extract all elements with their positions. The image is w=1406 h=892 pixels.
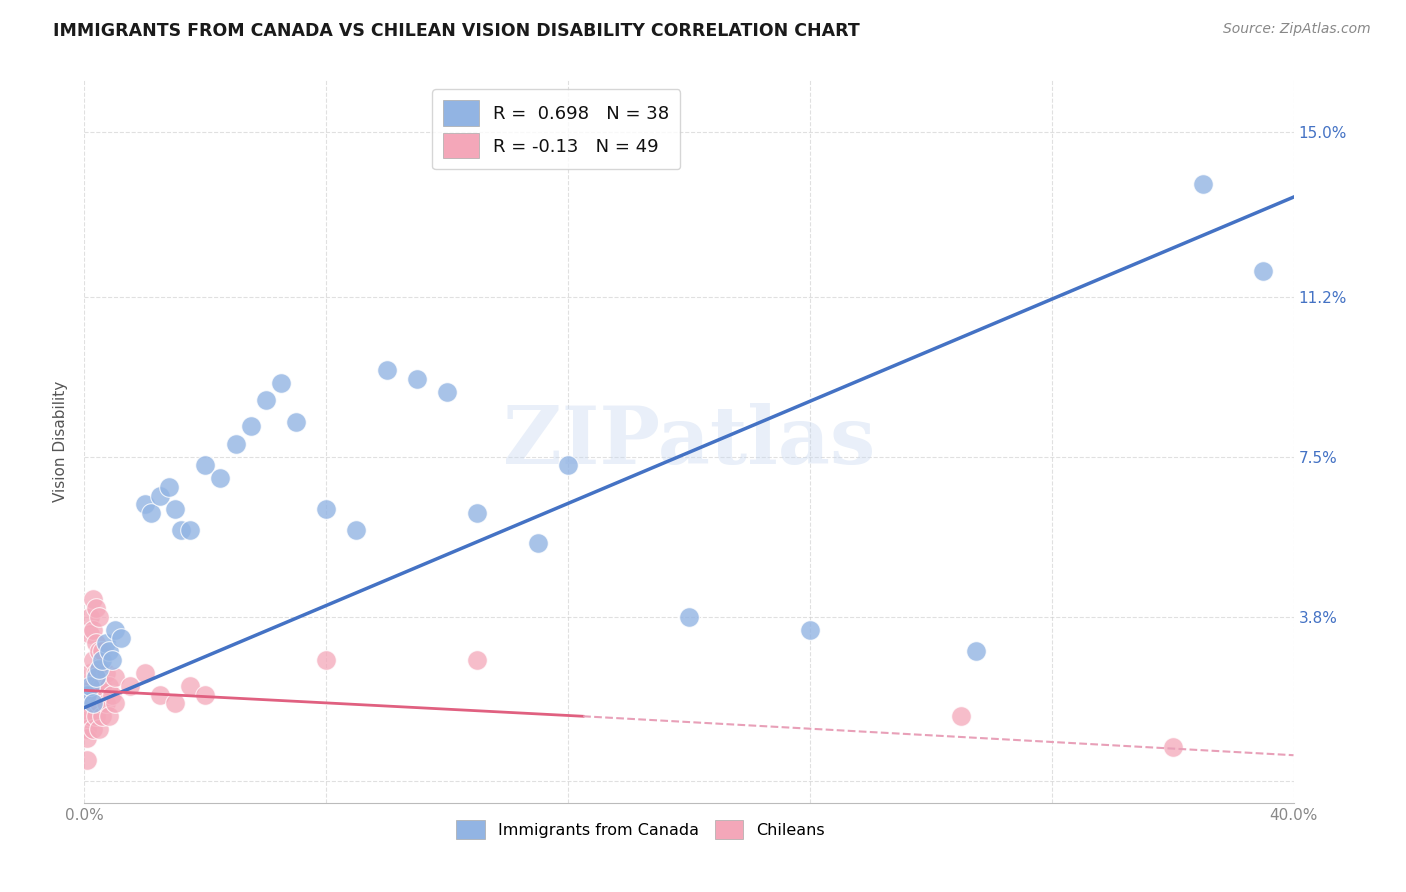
Point xyxy=(89,679,111,693)
Point xyxy=(1161,739,1184,754)
Point xyxy=(86,665,108,680)
Point xyxy=(194,458,217,473)
Point xyxy=(950,709,973,723)
Point xyxy=(100,653,122,667)
Point xyxy=(375,363,398,377)
Point xyxy=(149,688,172,702)
Point xyxy=(170,523,193,537)
Point xyxy=(315,501,337,516)
Text: ZIPatlas: ZIPatlas xyxy=(503,402,875,481)
Point xyxy=(179,679,201,693)
Point xyxy=(467,506,489,520)
Point xyxy=(346,523,368,537)
Point xyxy=(82,696,104,710)
Text: IMMIGRANTS FROM CANADA VS CHILEAN VISION DISABILITY CORRELATION CHART: IMMIGRANTS FROM CANADA VS CHILEAN VISION… xyxy=(53,22,860,40)
Point xyxy=(91,679,114,693)
Point xyxy=(89,723,111,737)
Point xyxy=(89,696,111,710)
Point xyxy=(209,471,232,485)
Point xyxy=(82,653,104,667)
Point xyxy=(82,679,104,693)
Point xyxy=(104,670,127,684)
Point xyxy=(315,653,337,667)
Point xyxy=(104,696,127,710)
Point xyxy=(118,679,141,693)
Point xyxy=(527,536,550,550)
Point xyxy=(89,609,111,624)
Point xyxy=(91,709,114,723)
Point xyxy=(436,384,458,399)
Text: Source: ZipAtlas.com: Source: ZipAtlas.com xyxy=(1223,22,1371,37)
Point xyxy=(965,644,987,658)
Point xyxy=(76,679,98,693)
Point xyxy=(149,489,172,503)
Point xyxy=(239,419,262,434)
Point xyxy=(79,679,101,693)
Point xyxy=(76,752,98,766)
Point xyxy=(139,506,162,520)
Point xyxy=(254,393,277,408)
Point xyxy=(225,436,247,450)
Point xyxy=(799,623,821,637)
Point xyxy=(467,653,489,667)
Point xyxy=(100,688,122,702)
Point xyxy=(79,665,101,680)
Point xyxy=(82,623,104,637)
Point xyxy=(285,415,308,429)
Point xyxy=(97,644,120,658)
Point xyxy=(94,696,117,710)
Point xyxy=(89,644,111,658)
Point xyxy=(89,662,111,676)
Point xyxy=(86,688,108,702)
Point xyxy=(82,592,104,607)
Point xyxy=(79,709,101,723)
Point xyxy=(86,601,108,615)
Point xyxy=(165,696,187,710)
Point xyxy=(179,523,201,537)
Point xyxy=(94,636,117,650)
Point xyxy=(134,497,156,511)
Point xyxy=(194,688,217,702)
Point xyxy=(76,709,98,723)
Point xyxy=(76,723,98,737)
Point xyxy=(86,709,108,723)
Point xyxy=(94,665,117,680)
Point xyxy=(406,372,429,386)
Point xyxy=(73,688,96,702)
Point xyxy=(79,696,101,710)
Point xyxy=(76,688,98,702)
Point xyxy=(76,731,98,745)
Point xyxy=(82,723,104,737)
Point xyxy=(104,623,127,637)
Point xyxy=(678,609,700,624)
Point xyxy=(79,688,101,702)
Point xyxy=(91,653,114,667)
Point xyxy=(82,696,104,710)
Point xyxy=(110,632,132,646)
Point xyxy=(86,636,108,650)
Point xyxy=(79,609,101,624)
Point xyxy=(97,709,120,723)
Point xyxy=(134,665,156,680)
Point xyxy=(557,458,579,473)
Y-axis label: Vision Disability: Vision Disability xyxy=(52,381,67,502)
Point xyxy=(91,644,114,658)
Point xyxy=(157,480,180,494)
Point xyxy=(1192,177,1215,191)
Point xyxy=(79,627,101,641)
Point xyxy=(165,501,187,516)
Point xyxy=(1253,263,1275,277)
Legend: Immigrants from Canada, Chileans: Immigrants from Canada, Chileans xyxy=(450,814,831,846)
Point xyxy=(73,696,96,710)
Point xyxy=(97,679,120,693)
Point xyxy=(270,376,292,391)
Point xyxy=(86,670,108,684)
